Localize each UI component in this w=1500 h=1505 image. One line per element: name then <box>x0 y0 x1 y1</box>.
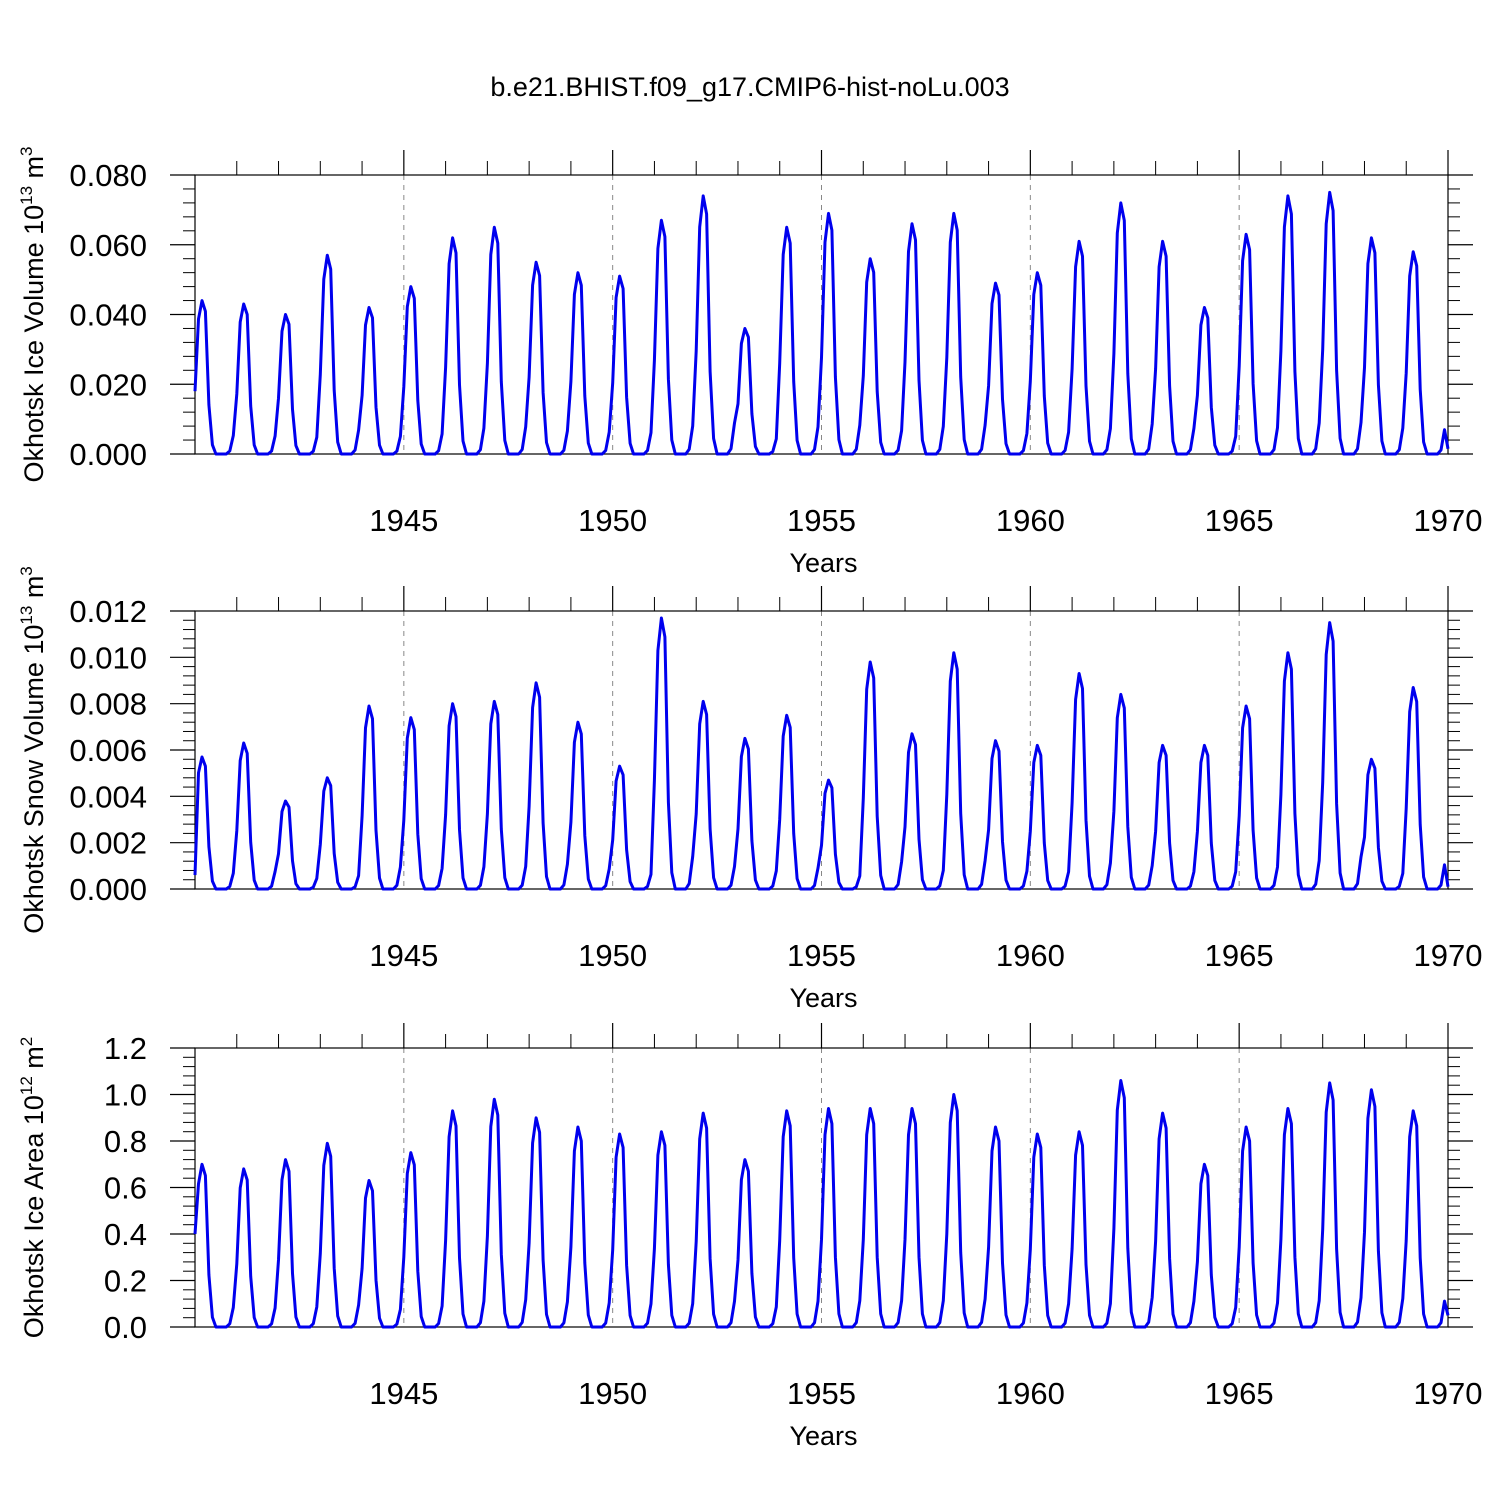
y-tick-label: 1.2 <box>104 1031 147 1066</box>
x-tick-label: 1955 <box>787 503 856 538</box>
y-axis-label-text: Okhotsk Ice Area 10 <box>19 1095 49 1338</box>
x-tick-label: 1970 <box>1414 503 1483 538</box>
x-tick-label: 1950 <box>578 938 647 973</box>
y-axis-label: Okhotsk Ice Area 1012 m2 <box>17 1037 49 1339</box>
y-tick-label: 0.004 <box>69 779 147 814</box>
x-tick-label: 1945 <box>369 1376 438 1411</box>
x-tick-label: 1970 <box>1414 1376 1483 1411</box>
y-axis-label-unit-exponent: 3 <box>17 566 36 575</box>
x-tick-label: 1965 <box>1205 1376 1274 1411</box>
y-tick-label: 0.6 <box>104 1171 147 1206</box>
y-tick-label: 0.002 <box>69 826 147 861</box>
x-tick-label: 1965 <box>1205 503 1274 538</box>
y-tick-label: 0.006 <box>69 733 147 768</box>
y-axis-label-unit: m <box>19 576 49 606</box>
y-axis-label: Okhotsk Ice Volume 1013 m3 <box>17 146 49 482</box>
x-tick-label: 1970 <box>1414 938 1483 973</box>
y-tick-label: 0.2 <box>104 1264 147 1299</box>
y-tick-label: 0.060 <box>69 228 147 263</box>
y-tick-label: 0.000 <box>69 872 147 907</box>
x-tick-label: 1955 <box>787 938 856 973</box>
y-axis-label-unit: m <box>19 156 49 186</box>
series-line <box>193 616 1450 891</box>
figure-title: b.e21.BHIST.f09_g17.CMIP6-hist-noLu.003 <box>490 72 1010 102</box>
y-axis-label-exponent: 13 <box>17 606 36 625</box>
x-axis-label: Years <box>789 548 857 578</box>
x-tick-label: 1965 <box>1205 938 1274 973</box>
x-tick-label: 1945 <box>369 503 438 538</box>
x-tick-label: 1950 <box>578 503 647 538</box>
chart-panel-1: 0.000 0.020 0.040 0.060 0.080 1945 1950 1955 196… <box>17 146 1482 578</box>
series-line <box>193 1079 1450 1329</box>
chart-panel-3: 0.0 0.2 0.4 0.6 0.8 1.0 1.2 1945 1950 1955 1960 196… <box>17 1023 1482 1451</box>
chart-panel-2: 0.000 0.002 0.004 0.006 0.008 0.010 0.012 1945 1… <box>17 566 1482 1013</box>
y-tick-label: 0.008 <box>69 687 147 722</box>
y-axis-label: Okhotsk Snow Volume 1013 m3 <box>17 566 49 934</box>
y-tick-label: 0.000 <box>69 437 147 472</box>
y-axis-label-unit-exponent: 3 <box>17 146 36 155</box>
y-tick-label: 0.010 <box>69 640 147 675</box>
y-axis-label-exponent: 12 <box>17 1076 36 1095</box>
y-axis-label-unit-exponent: 2 <box>17 1037 36 1046</box>
x-tick-label: 1955 <box>787 1376 856 1411</box>
x-axis-label: Years <box>789 1421 857 1451</box>
x-tick-label: 1960 <box>996 1376 1065 1411</box>
y-axis-label-text: Okhotsk Snow Volume 10 <box>19 625 49 934</box>
y-tick-label: 0.8 <box>104 1124 147 1159</box>
series-line <box>193 190 1450 456</box>
y-tick-label: 0.0 <box>104 1310 147 1345</box>
y-tick-label: 0.012 <box>69 594 147 629</box>
y-tick-label: 0.040 <box>69 298 147 333</box>
x-tick-label: 1960 <box>996 503 1065 538</box>
x-tick-label: 1950 <box>578 1376 647 1411</box>
y-axis-label-unit: m <box>19 1046 49 1076</box>
x-tick-label: 1960 <box>996 938 1065 973</box>
y-tick-label: 1.0 <box>104 1078 147 1113</box>
y-axis-label-text: Okhotsk Ice Volume 10 <box>19 205 49 483</box>
y-tick-label: 0.080 <box>69 158 147 193</box>
x-axis-label: Years <box>789 983 857 1013</box>
y-tick-label: 0.4 <box>104 1217 147 1252</box>
x-tick-label: 1945 <box>369 938 438 973</box>
y-tick-label: 0.020 <box>69 367 147 402</box>
y-axis-label-exponent: 13 <box>17 186 36 205</box>
